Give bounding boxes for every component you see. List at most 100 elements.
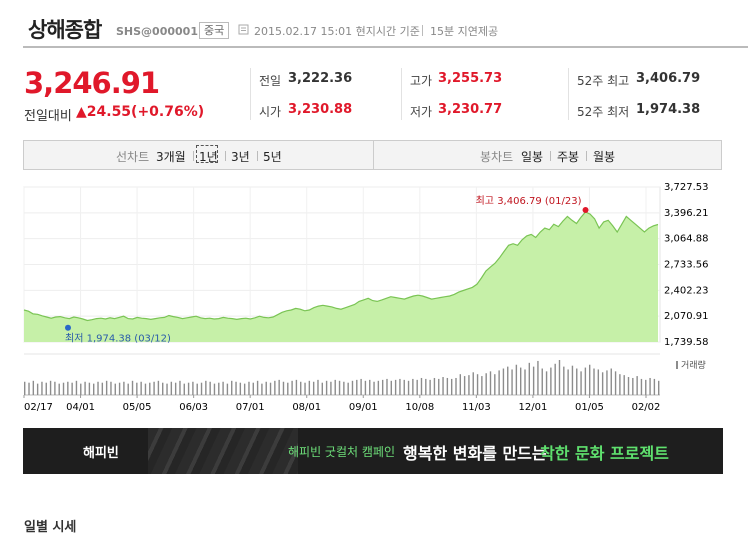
volume-bar (162, 382, 164, 395)
volume-bar (459, 374, 462, 395)
volume-bar (356, 379, 358, 395)
prev-close-value: 3,222.36 (288, 71, 353, 86)
period-1y[interactable]: 1년 (199, 150, 218, 164)
index-title: 상해종합 (28, 18, 102, 42)
volume-bar (278, 379, 280, 395)
w52-high-value: 3,406.79 (636, 71, 701, 86)
x-tick-label: 07/01 (236, 402, 265, 413)
volume-bar (32, 380, 35, 395)
volume-bar (114, 383, 116, 395)
max-marker (582, 207, 589, 214)
volume-bar (269, 382, 272, 395)
volume-bar (97, 381, 99, 395)
volume-bar (632, 377, 634, 395)
volume-bar (442, 377, 444, 395)
volume-bar (330, 381, 332, 395)
volume-bar (218, 382, 220, 395)
volume-bar (412, 378, 414, 395)
datetime-text: 2015.02.17 15:01 현지시간 기준 (254, 25, 420, 38)
volume-bar (619, 374, 621, 395)
price-chart: 최고 3,406.79 (01/23) 최저 1,974.38 (03/12) 거… (23, 182, 709, 413)
volume-bar (438, 378, 440, 395)
low-value: 3,230.77 (438, 102, 503, 117)
volume-bar (213, 383, 216, 395)
volume-bar (347, 382, 349, 395)
line-chart-label[interactable]: 선차트 (116, 150, 150, 164)
min-marker (65, 324, 71, 331)
delay-notice: 15분 지연제공 (430, 25, 499, 38)
volume-bar (131, 380, 134, 395)
volume-bar (571, 365, 574, 395)
volume-bar (558, 360, 561, 395)
volume-bar (537, 360, 539, 395)
volume-bar (563, 366, 565, 395)
period-3y[interactable]: 3년 (231, 150, 250, 164)
banner-image (148, 428, 298, 474)
candle-monthly[interactable]: 월봉 (593, 150, 616, 164)
candle-weekly[interactable]: 주봉 (557, 150, 580, 164)
x-tick-label: 05/05 (123, 402, 152, 413)
volume-bar (433, 377, 436, 395)
volume-bar (507, 366, 509, 395)
volume-bar (450, 378, 453, 395)
volume-bar (261, 383, 263, 395)
open-label: 시가 (259, 105, 282, 119)
volume-bar (545, 371, 548, 395)
volume-bar (519, 367, 522, 395)
volume-bar (287, 382, 289, 395)
max-label: 최고 3,406.79 (01/23) (476, 195, 582, 207)
volume-bar (606, 370, 608, 395)
volume-bar (321, 382, 323, 395)
w52-high-label: 52주 최고 (577, 74, 630, 88)
y-tick-label: 3,064.88 (664, 234, 709, 245)
volume-bar (386, 378, 388, 395)
volume-bar (429, 379, 431, 395)
volume-bar (166, 383, 168, 395)
volume-bar (144, 383, 147, 395)
candle-chart-label[interactable]: 봉차트 (480, 150, 514, 164)
volume-bar (153, 381, 155, 395)
volume-bar (41, 381, 43, 395)
volume-bar (24, 381, 26, 395)
volume-bar (239, 382, 242, 395)
volume-bar (157, 380, 160, 395)
volume-bar (28, 382, 30, 395)
volume-bar (373, 381, 375, 395)
volume-bar (494, 374, 496, 395)
volume-bar (54, 381, 56, 395)
volume-bar (248, 381, 250, 395)
volume-bar (88, 382, 91, 395)
candle-daily[interactable]: 일봉 (521, 150, 544, 164)
open-value: 3,230.88 (288, 102, 353, 117)
x-tick-label: 09/01 (349, 402, 378, 413)
volume-bar (58, 383, 60, 395)
volume-bar (291, 380, 293, 395)
volume-bar (588, 364, 591, 395)
volume-bar (265, 381, 267, 395)
y-tick-label: 3,727.53 (664, 182, 709, 193)
volume-bar (118, 382, 121, 395)
selected-period-focus (196, 145, 218, 163)
index-code: SHS@000001 (116, 25, 198, 38)
volume-bar (623, 375, 625, 395)
ad-banner[interactable]: 해피빈 해피빈 굿컬처 캠페인 행복한 변화를 만드는 착한 문화 프로젝트 (23, 428, 723, 474)
period-5y[interactable]: 5년 (263, 150, 282, 164)
volume-bar (455, 377, 457, 395)
divider (257, 151, 258, 161)
volume-bar (394, 379, 397, 395)
volume-bar (205, 380, 207, 395)
volume-bar (196, 383, 198, 395)
volume-bar (511, 369, 513, 395)
x-tick-label: 08/01 (292, 402, 321, 413)
volume-bar (640, 378, 643, 395)
volume-bar (105, 380, 108, 395)
volume-bar (45, 382, 47, 395)
period-3m[interactable]: 3개월 (156, 150, 186, 164)
volume-bar (334, 379, 336, 395)
change-value: ▲24.55(+0.76%) (76, 104, 205, 120)
volume-bar (84, 381, 86, 395)
volume-bar (300, 381, 302, 395)
volume-bar (110, 381, 112, 395)
volume-bar (360, 378, 362, 395)
y-tick-label: 2,402.23 (664, 285, 709, 296)
